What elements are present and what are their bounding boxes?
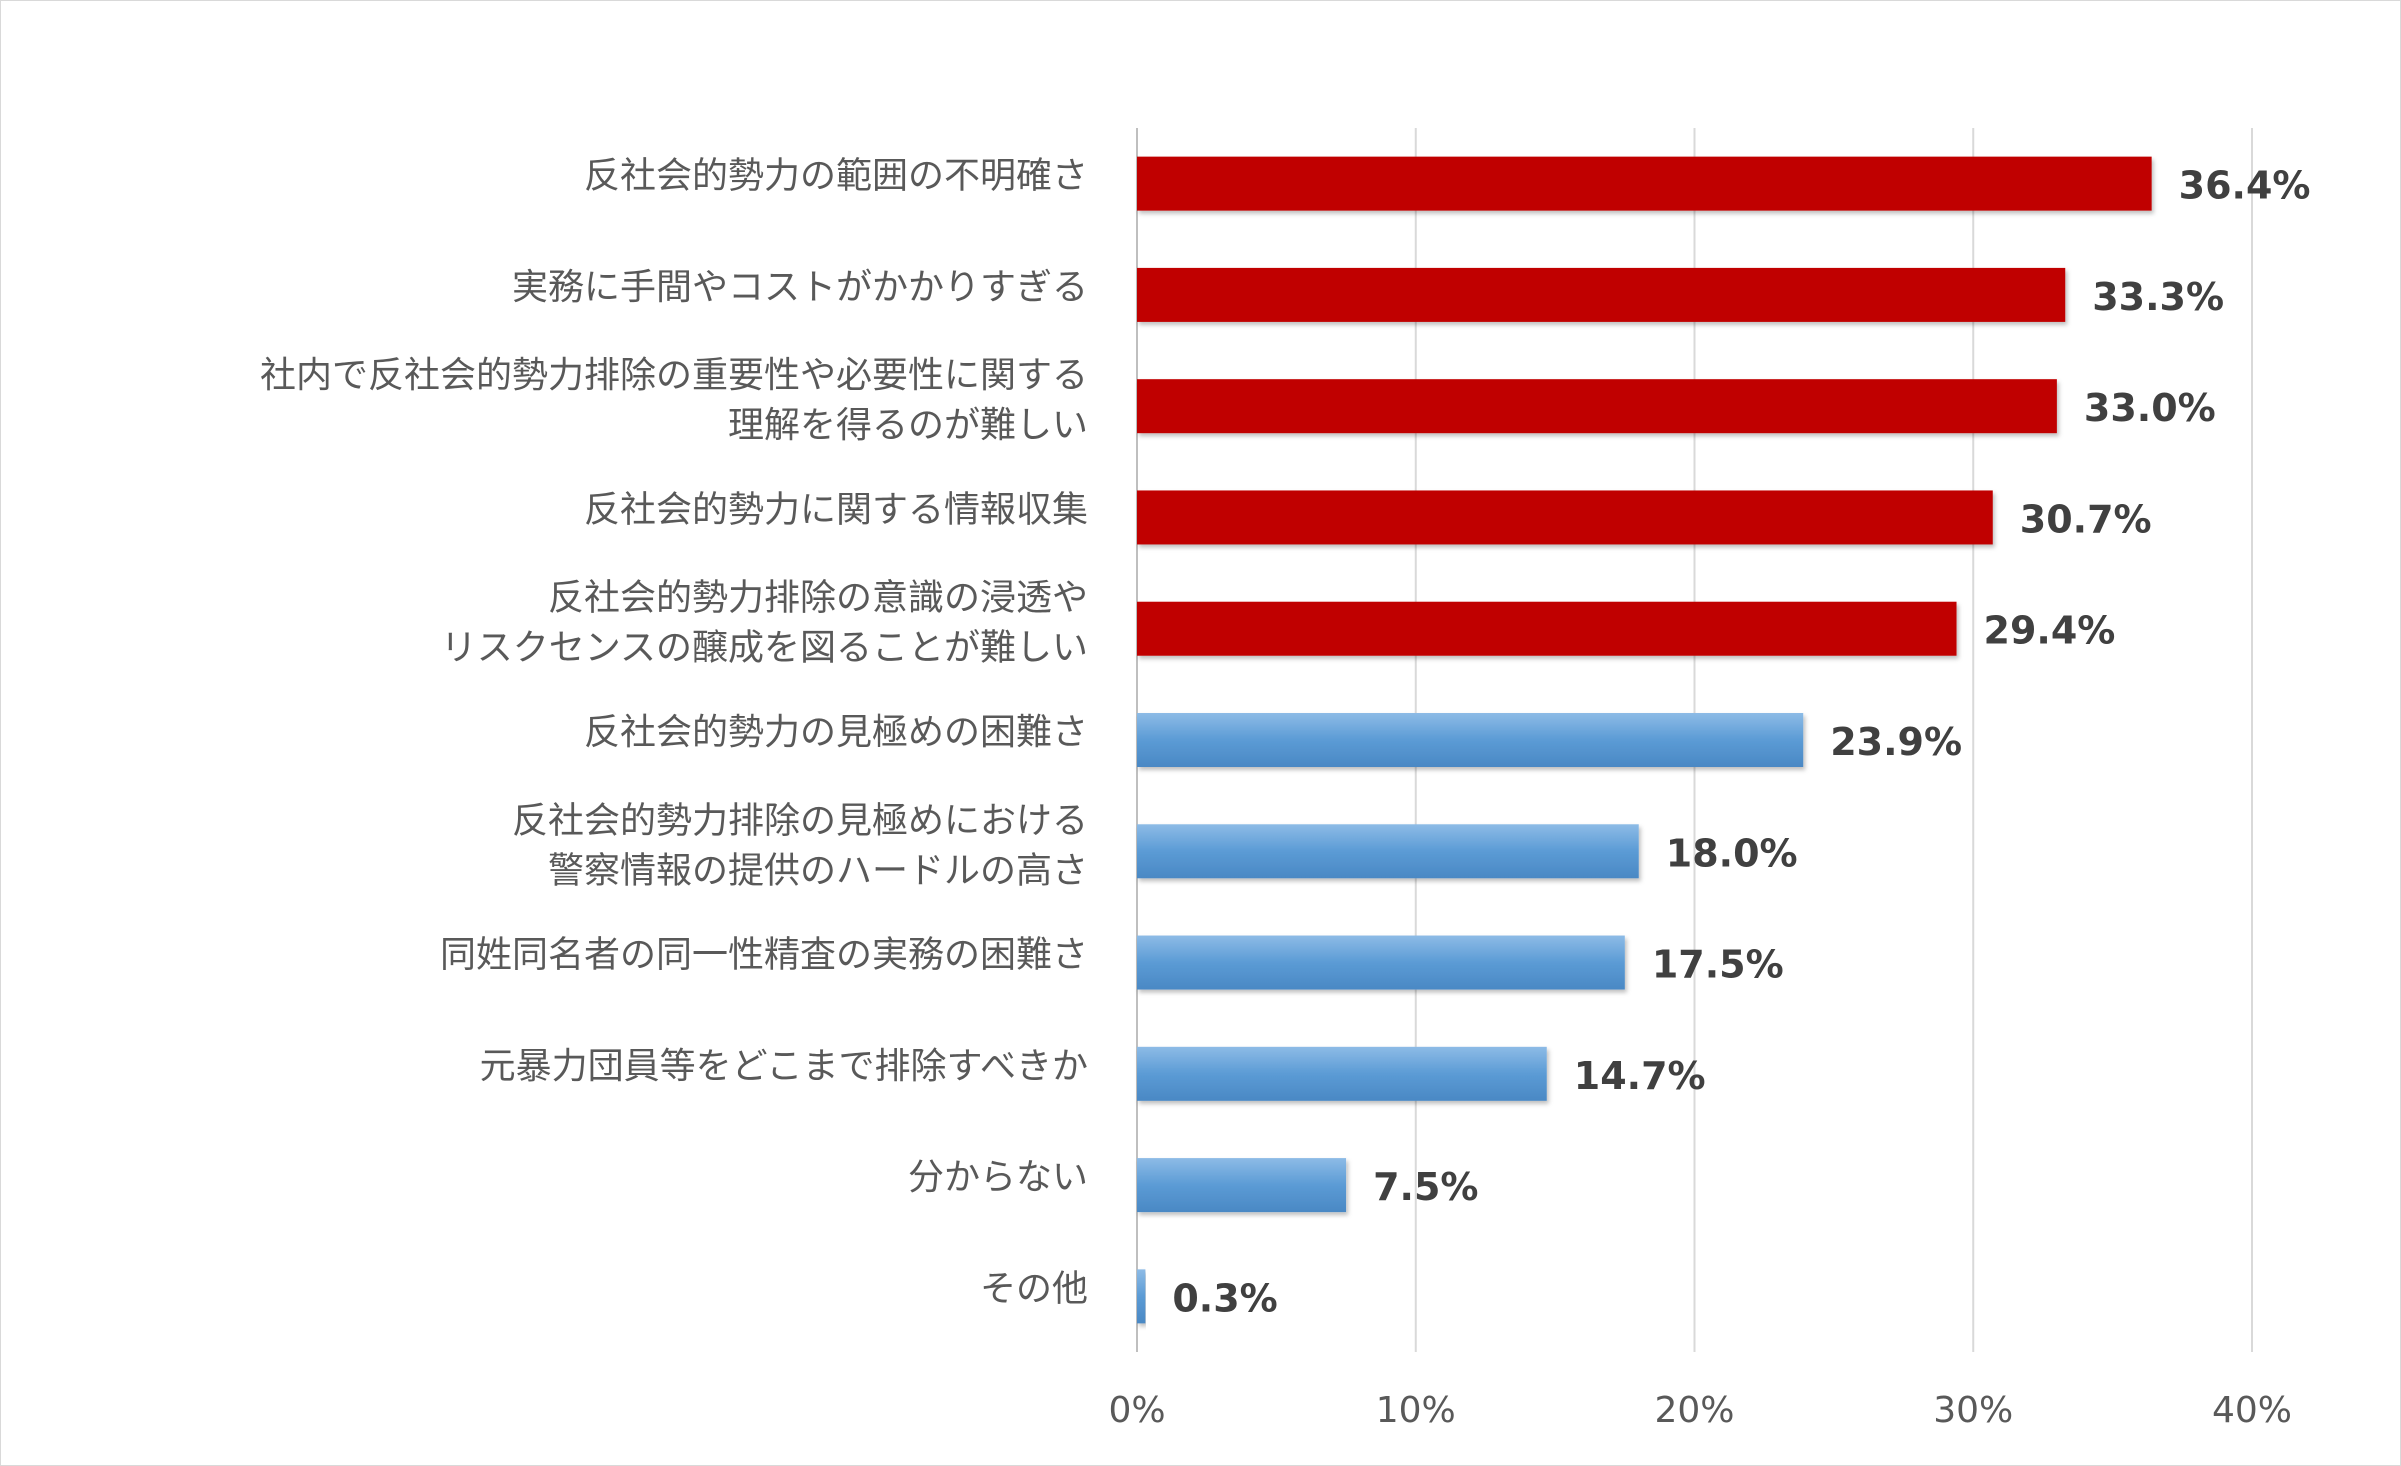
category-label: 反社会的勢力の見極めの困難さ	[584, 712, 1088, 753]
value-label: 0.3%	[1172, 1276, 1277, 1320]
value-label: 36.4%	[2179, 164, 2311, 208]
value-label: 7.5%	[1373, 1165, 1478, 1209]
category-label: 反社会的勢力排除の意識の浸透や	[548, 578, 1088, 619]
category-label: 同姓同名者の同一性精査の実務の困難さ	[440, 935, 1088, 976]
category-label: 元暴力団員等をどこまで排除すべきか	[480, 1046, 1088, 1087]
category-label: 反社会的勢力の範囲の不明確さ	[584, 156, 1088, 197]
x-tick-label: 30%	[1933, 1390, 2013, 1431]
category-labels: 反社会的勢力の範囲の不明確さ実務に手間やコストがかかりすぎる社内で反社会的勢力排…	[260, 156, 1088, 1310]
x-tick-label: 40%	[2212, 1390, 2292, 1431]
bar	[1137, 1046, 1547, 1101]
value-label: 23.9%	[1830, 720, 1962, 764]
category-label: 社内で反社会的勢力排除の重要性や必要性に関する	[260, 355, 1088, 396]
category-label: 警察情報の提供のハードルの高さ	[548, 850, 1088, 891]
category-label: 実務に手間やコストがかかりすぎる	[512, 267, 1088, 308]
bar	[1137, 379, 2057, 434]
value-labels: 36.4% 33.3% 33.0% 30.7% 29.4% 23.9% 18.0% 17.5%…	[1172, 164, 2310, 1321]
bars-group	[1137, 156, 2152, 1324]
bar	[1137, 490, 1993, 545]
bar	[1137, 601, 1957, 656]
value-label: 33.0%	[2084, 386, 2216, 430]
value-label: 18.0%	[1666, 831, 1798, 875]
bar	[1137, 1158, 1347, 1213]
value-label: 14.7%	[1574, 1054, 1706, 1098]
bar	[1137, 713, 1804, 767]
value-label: 17.5%	[1652, 943, 1784, 987]
category-label: 理解を得るのが難しい	[728, 405, 1088, 446]
category-label: その他	[980, 1268, 1088, 1309]
bar	[1137, 1269, 1146, 1324]
category-label: 反社会的勢力に関する情報収集	[584, 489, 1088, 530]
x-tick-labels: 0% 10% 20% 30% 40%	[1108, 1390, 2292, 1431]
category-label: 反社会的勢力排除の見極めにおける	[512, 800, 1088, 841]
bar	[1137, 267, 2066, 322]
x-tick-label: 0%	[1108, 1390, 1165, 1431]
bar	[1137, 156, 2152, 211]
x-tick-label: 10%	[1376, 1390, 1456, 1431]
bar	[1137, 935, 1625, 990]
bar	[1137, 824, 1639, 879]
value-label: 29.4%	[1984, 609, 2116, 653]
value-label: 33.3%	[2092, 275, 2224, 319]
x-tick-label: 20%	[1654, 1390, 1734, 1431]
category-label: リスクセンスの醸成を図ることが難しい	[441, 628, 1088, 669]
value-label: 30.7%	[2020, 497, 2152, 541]
category-label: 分からない	[908, 1157, 1088, 1198]
